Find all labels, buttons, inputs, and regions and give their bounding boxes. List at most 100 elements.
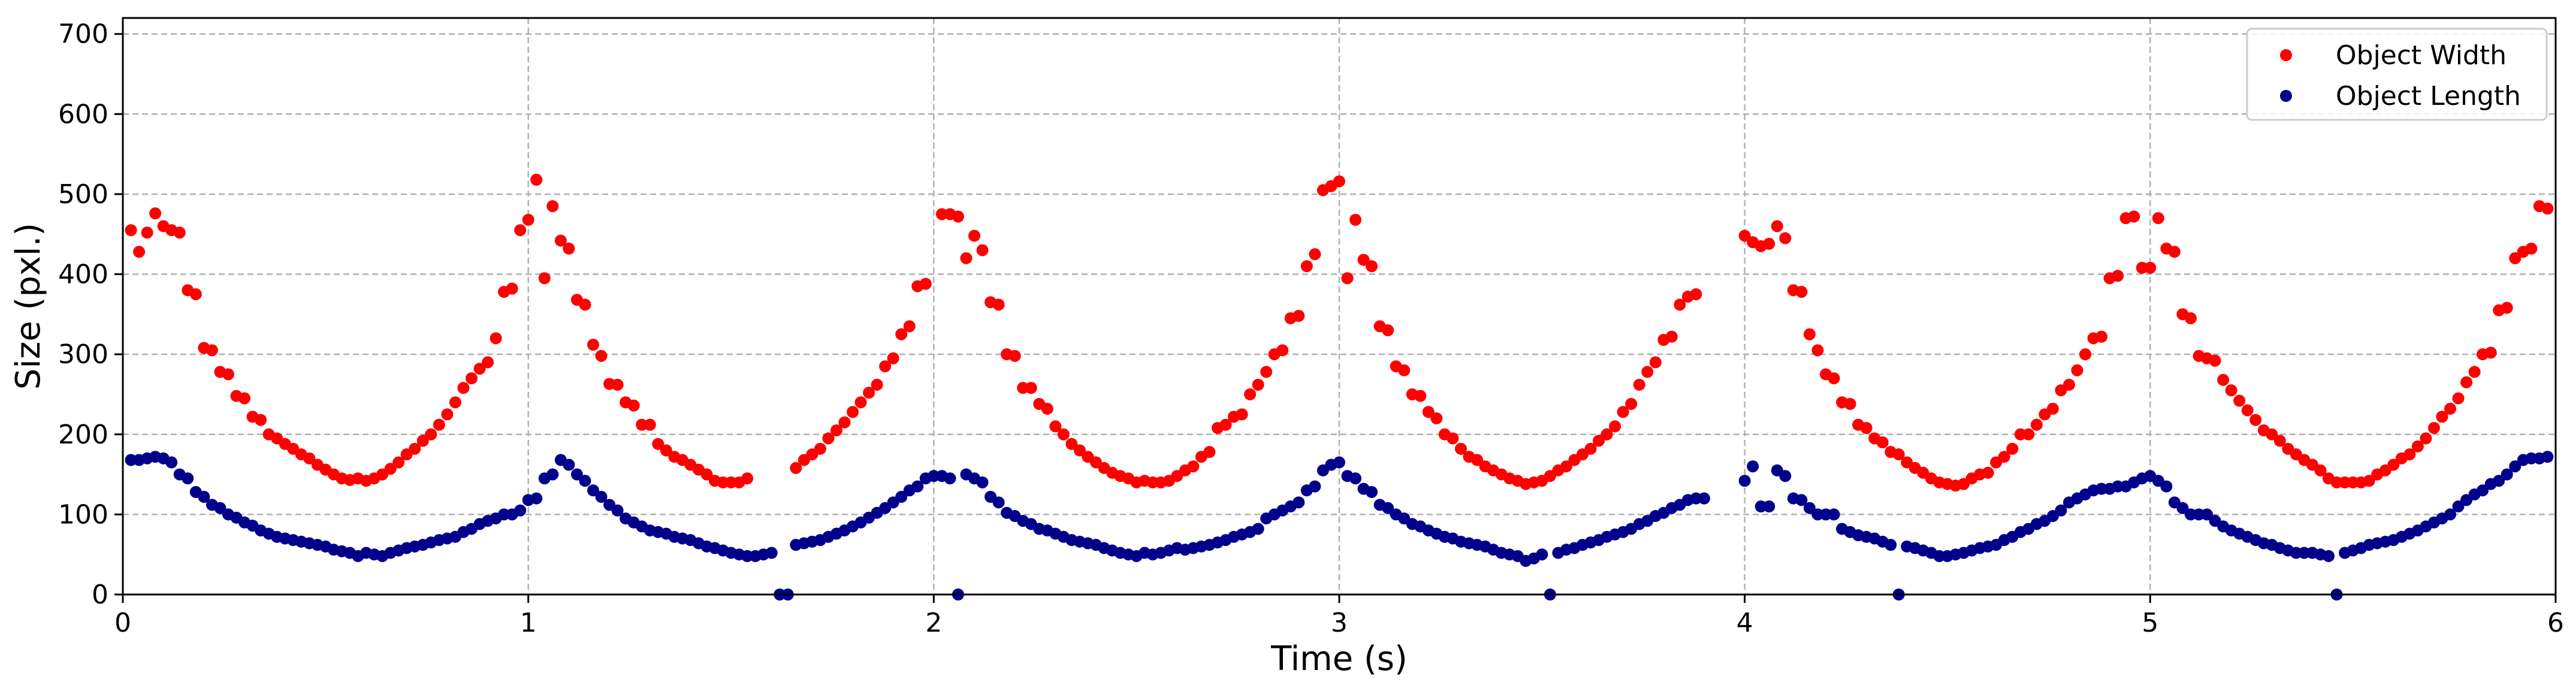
data-point — [2241, 404, 2254, 417]
data-point — [530, 492, 543, 505]
data-point — [1795, 285, 1808, 298]
data-point — [1860, 422, 1873, 434]
data-point — [2509, 460, 2521, 473]
data-point — [2403, 448, 2416, 461]
data-point — [2209, 354, 2221, 367]
data-point — [409, 442, 421, 455]
data-point — [1252, 378, 1264, 391]
data-point — [1446, 432, 1459, 445]
data-point — [1382, 324, 1394, 337]
data-point — [895, 328, 908, 340]
x-tick-label: 4 — [1737, 608, 1753, 638]
x-tick-label: 1 — [520, 608, 537, 638]
data-point — [1414, 390, 1427, 402]
data-point — [2428, 422, 2440, 434]
data-point — [2411, 440, 2424, 452]
data-point — [125, 224, 137, 237]
data-point — [1892, 448, 1905, 461]
data-point — [1584, 442, 1597, 455]
data-point — [222, 368, 234, 381]
data-point — [903, 320, 916, 333]
legend: Object Width Object Length — [2246, 28, 2548, 121]
data-point — [1300, 260, 1313, 273]
data-point — [968, 230, 980, 242]
data-point — [2314, 464, 2327, 476]
data-point — [1349, 213, 1362, 226]
data-point — [1276, 344, 1289, 357]
data-point — [1422, 406, 1435, 418]
data-point — [1252, 523, 1264, 535]
data-point — [2233, 394, 2246, 407]
data-point — [563, 242, 575, 255]
data-point — [2460, 376, 2473, 388]
data-point — [2468, 366, 2481, 378]
data-point — [2055, 504, 2067, 517]
y-tick-label: 500 — [58, 179, 108, 210]
data-point — [1430, 412, 1443, 425]
data-point — [1455, 442, 1467, 455]
data-point — [1357, 254, 1370, 266]
data-point — [2452, 500, 2465, 513]
data-point — [206, 344, 218, 357]
data-point — [1309, 248, 1321, 261]
grid — [122, 18, 2557, 596]
data-point — [1828, 508, 1840, 521]
data-point — [2046, 403, 2059, 415]
data-point — [1885, 539, 1897, 551]
data-point — [1236, 408, 1248, 421]
data-point — [1057, 428, 1070, 440]
data-point — [2436, 411, 2448, 423]
data-point — [1649, 356, 1662, 369]
data-point — [2477, 484, 2489, 497]
data-point — [1641, 366, 1654, 378]
data-point — [1763, 500, 1775, 513]
data-point — [2525, 242, 2538, 255]
data-point — [1876, 436, 1889, 449]
data-point — [1333, 175, 1345, 188]
data-point — [2152, 212, 2164, 225]
data-point — [141, 227, 153, 239]
data-point — [165, 456, 178, 469]
data-point — [546, 200, 559, 212]
legend-box — [2246, 28, 2548, 121]
data-point — [1244, 388, 1257, 400]
data-point — [465, 372, 478, 385]
data-point — [514, 224, 527, 237]
data-point — [482, 356, 494, 369]
data-point — [960, 252, 973, 264]
data-point — [2444, 403, 2457, 415]
data-point — [2022, 428, 2035, 440]
legend-marker-object-length — [2280, 90, 2292, 102]
data-point — [1349, 472, 1362, 485]
data-point — [2160, 480, 2173, 493]
x-tick-label: 3 — [1331, 608, 1348, 638]
data-point — [546, 468, 559, 481]
data-point — [189, 288, 202, 300]
data-point — [506, 282, 518, 295]
data-point — [1333, 456, 1345, 469]
data-point — [1998, 451, 2010, 463]
data-point — [992, 496, 1005, 509]
data-point — [790, 461, 802, 474]
data-point — [1828, 372, 1840, 385]
data-point — [2420, 432, 2432, 445]
data-point — [952, 210, 964, 223]
series-object-length — [125, 451, 2554, 601]
data-point — [1982, 466, 1994, 479]
data-point — [441, 408, 454, 421]
data-point — [871, 378, 883, 391]
data-point — [1803, 328, 1816, 340]
x-tick-label: 0 — [114, 608, 131, 638]
data-point — [1008, 349, 1021, 362]
data-point — [1065, 437, 1078, 450]
data-point — [700, 468, 713, 481]
data-point — [863, 387, 875, 399]
data-point — [1041, 403, 1053, 415]
data-point — [887, 352, 899, 364]
data-point — [433, 418, 445, 431]
data-point — [1771, 220, 1783, 233]
data-point — [895, 490, 908, 503]
data-point — [2452, 392, 2465, 405]
data-point — [2144, 261, 2157, 274]
